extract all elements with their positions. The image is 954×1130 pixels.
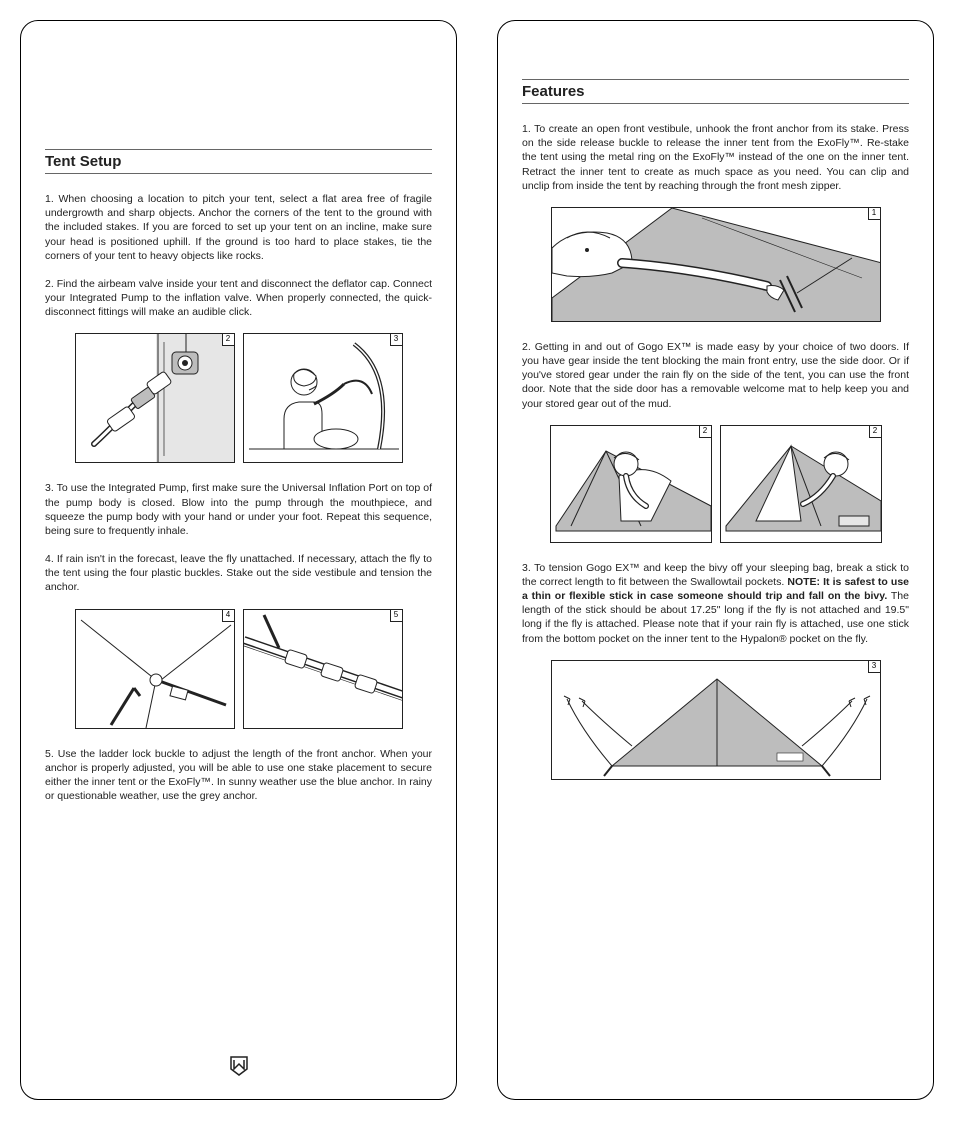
features-figure-row-1: 1 [522, 207, 909, 322]
figure-2a: 2 [550, 425, 712, 543]
figure-4: 4 [75, 609, 235, 729]
features-step-1: 1. To create an open front vestibule, un… [522, 122, 909, 193]
tent-setup-step-4: 4. If rain isn't in the forecast, leave … [45, 552, 432, 595]
tent-setup-figure-row-1: 2 3 [45, 333, 432, 463]
features-figure-row-3: 3 [522, 660, 909, 780]
side-door-illustration [551, 426, 712, 543]
figure-1: 1 [551, 207, 881, 322]
tent-setup-figure-row-2: 4 5 [45, 609, 432, 729]
tension-tent-illustration [552, 661, 881, 780]
tent-setup-heading: Tent Setup [45, 149, 432, 174]
tent-setup-step-1: 1. When choosing a location to pitch you… [45, 192, 432, 263]
figure-number: 2 [699, 426, 711, 438]
front-door-illustration [721, 426, 882, 543]
person-inflating-illustration [244, 334, 403, 463]
left-panel: Tent Setup 1. When choosing a location t… [20, 20, 457, 1100]
stake-corner-illustration [76, 610, 235, 729]
figure-2b: 2 [720, 425, 882, 543]
tent-setup-step-5: 5. Use the ladder lock buckle to adjust … [45, 747, 432, 804]
valve-pump-illustration [76, 334, 235, 463]
ladder-lock-illustration [244, 610, 403, 729]
figure-number: 3 [868, 661, 880, 673]
brand-logo-icon [230, 1056, 248, 1081]
vestibule-unhook-illustration [552, 208, 881, 322]
figure-number: 5 [390, 610, 402, 622]
tent-setup-step-3: 3. To use the Integrated Pump, first mak… [45, 481, 432, 538]
features-figure-row-2: 2 2 [522, 425, 909, 543]
tent-setup-step-2: 2. Find the airbeam valve inside your te… [45, 277, 432, 320]
features-step-2: 2. Getting in and out of Gogo EX™ is mad… [522, 340, 909, 411]
figure-number: 2 [869, 426, 881, 438]
figure-2: 2 [75, 333, 235, 463]
figure-number: 1 [868, 208, 880, 220]
figure-number: 3 [390, 334, 402, 346]
figure-3: 3 [551, 660, 881, 780]
figure-number: 2 [222, 334, 234, 346]
features-heading: Features [522, 79, 909, 104]
features-step-3: 3. To tension Gogo EX™ and keep the bivy… [522, 561, 909, 646]
figure-5: 5 [243, 609, 403, 729]
right-panel: Features 1. To create an open front vest… [497, 20, 934, 1100]
figure-number: 4 [222, 610, 234, 622]
figure-3: 3 [243, 333, 403, 463]
